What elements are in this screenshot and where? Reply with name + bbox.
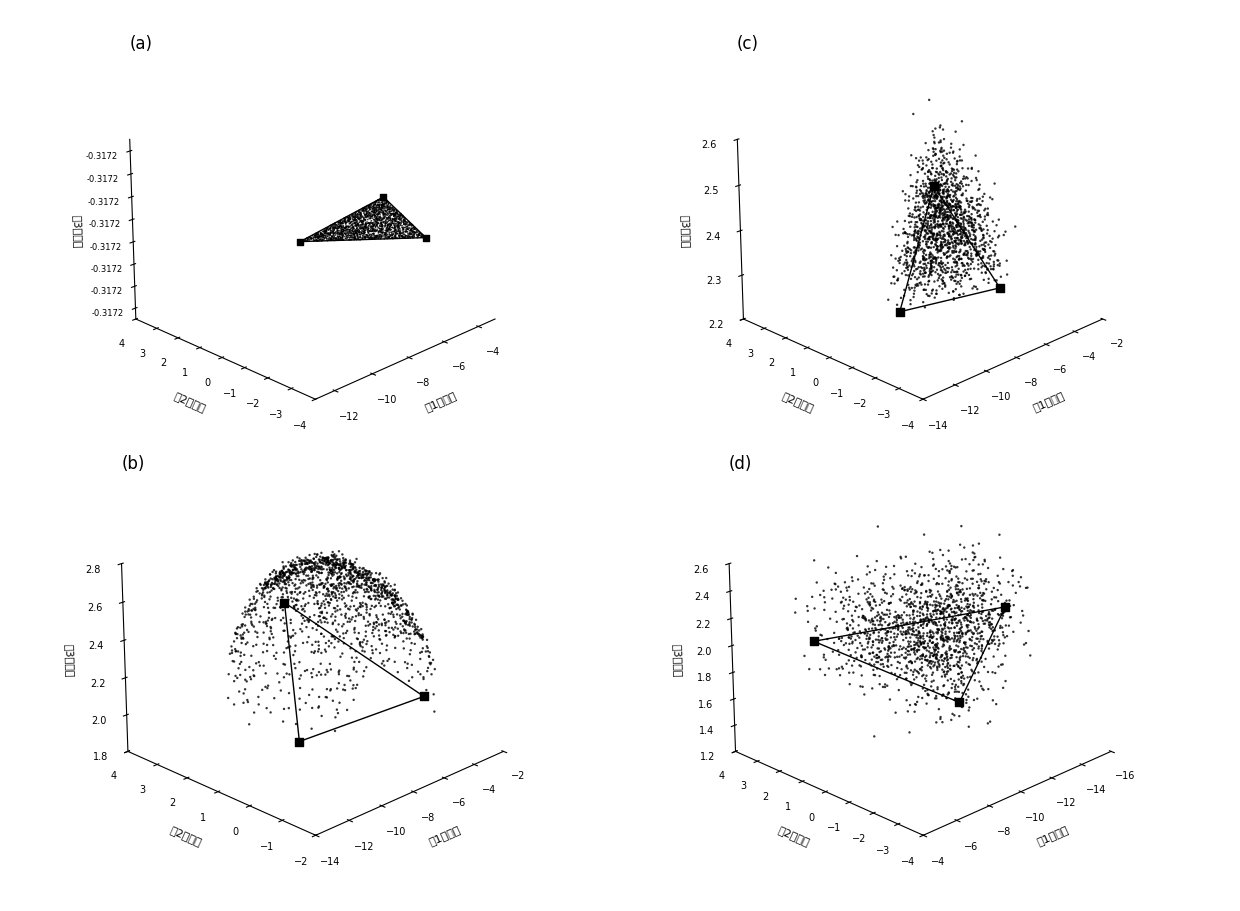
X-axis label: 第1主成分: 第1主成分 — [1030, 390, 1065, 413]
Text: (d): (d) — [729, 454, 753, 472]
X-axis label: 第1主成分: 第1主成分 — [428, 824, 463, 846]
X-axis label: 第1主成分: 第1主成分 — [423, 390, 458, 413]
Y-axis label: 第2主成分: 第2主成分 — [776, 824, 811, 846]
Y-axis label: 第2主成分: 第2主成分 — [780, 390, 815, 413]
Text: (a): (a) — [129, 35, 153, 53]
Text: (b): (b) — [122, 454, 145, 472]
X-axis label: 第1主成分: 第1主成分 — [1035, 824, 1070, 846]
Y-axis label: 第2主成分: 第2主成分 — [172, 390, 207, 413]
Y-axis label: 第2主成分: 第2主成分 — [169, 824, 203, 846]
Text: (c): (c) — [737, 35, 759, 53]
